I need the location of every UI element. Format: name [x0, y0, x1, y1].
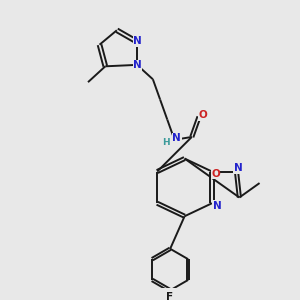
Text: N: N — [133, 60, 142, 70]
Text: H: H — [163, 138, 170, 147]
Text: O: O — [198, 110, 207, 120]
Text: N: N — [213, 201, 221, 211]
Text: O: O — [211, 169, 220, 179]
Text: N: N — [133, 36, 142, 46]
Text: N: N — [234, 163, 242, 173]
Text: N: N — [172, 133, 181, 143]
Text: F: F — [166, 292, 173, 300]
